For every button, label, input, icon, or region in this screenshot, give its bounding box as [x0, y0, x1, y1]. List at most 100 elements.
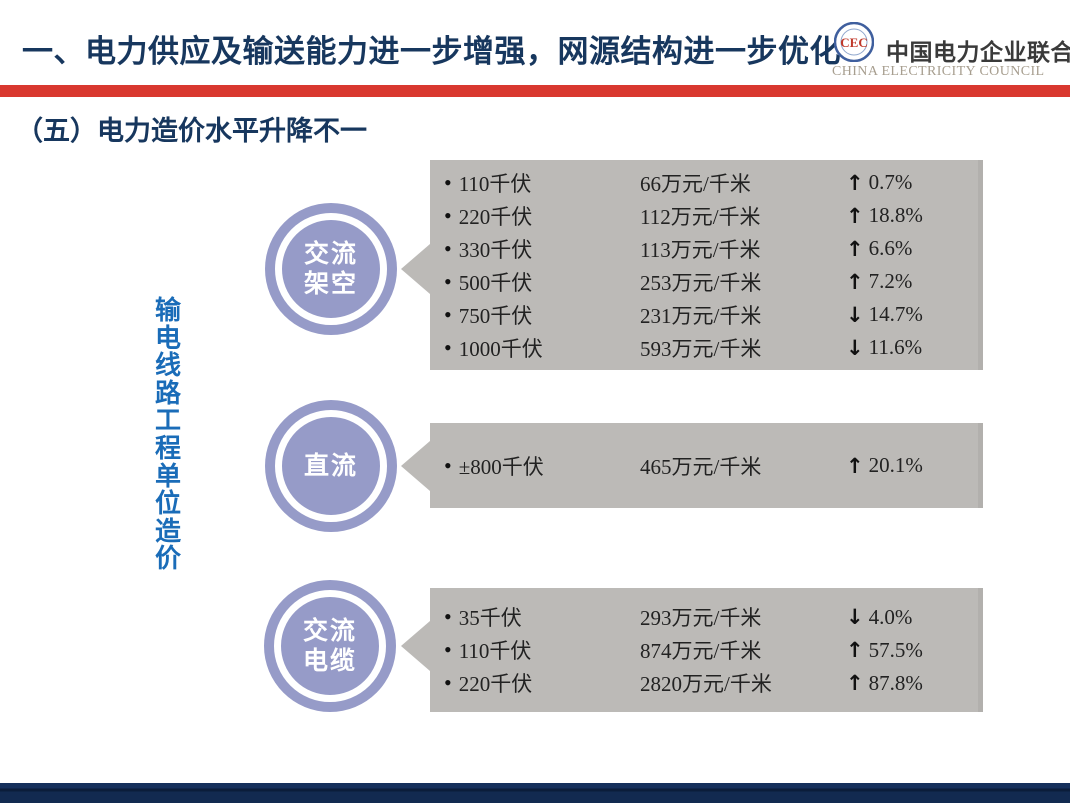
change-value: 7.2% [868, 269, 913, 293]
panel-pointer [401, 621, 430, 671]
table-row: • 1000千伏 593万元/千米 ↓ 11.6% [444, 331, 978, 364]
group-circle-label: 直流 [304, 451, 358, 481]
group-circle-inner: 直流 [275, 410, 387, 522]
voltage-cell: • 750千伏 [444, 300, 640, 330]
panel-rows: • 110千伏 66万元/千米 ↑ 0.7% • 220千伏 112万元/千米 ↑ 18.8% • 3… [430, 160, 978, 370]
change-value: 0.7% [868, 170, 913, 194]
change-cell: ↑ 57.5% [846, 638, 923, 663]
side-label-char: 路 [154, 377, 181, 408]
cost-value: 253万元/千米 [640, 270, 762, 295]
change-cell: ↑ 0.7% [846, 170, 912, 195]
footer-bar [0, 783, 1070, 803]
panel-pointer [401, 441, 430, 491]
change-cell: ↑ 6.6% [846, 236, 912, 261]
up-arrow-icon: ↑ [846, 203, 864, 228]
group-panel: • ±800千伏 465万元/千米 ↑ 20.1% [401, 423, 983, 508]
side-label-char: 位 [154, 488, 181, 519]
voltage-cell: • 220千伏 [444, 201, 640, 231]
voltage-cell: • 110千伏 [444, 168, 640, 198]
bullet-icon: • [444, 670, 452, 695]
group-circle: 直流 [265, 400, 397, 532]
circle-label-line: 交流 [303, 240, 358, 268]
cost-value: 293万元/千米 [640, 606, 762, 630]
bullet-icon: • [444, 604, 452, 629]
table-row: • 750千伏 231万元/千米 ↓ 14.7% [444, 298, 978, 331]
voltage-label: 110千伏 [458, 171, 532, 196]
cec-logo-badge-icon: CEC [834, 22, 874, 62]
bullet-icon: • [444, 334, 452, 360]
change-cell: ↓ 4.0% [846, 605, 912, 630]
side-label: 输电线路工程单位造价 [151, 295, 185, 574]
cost-value: 231万元/千米 [640, 303, 762, 328]
change-value: 4.0% [868, 604, 913, 629]
voltage-label: 220千伏 [458, 672, 533, 696]
panel-rows: • ±800千伏 465万元/千米 ↑ 20.1% [430, 423, 978, 508]
group-panel: • 110千伏 66万元/千米 ↑ 0.7% • 220千伏 112万元/千米 ↑ 18.8% • 3… [401, 160, 983, 370]
down-arrow-icon: ↓ [846, 335, 864, 360]
table-row: • 110千伏 66万元/千米 ↑ 0.7% [444, 166, 978, 199]
change-value: 6.6% [868, 236, 913, 260]
circle-label-line: 架空 [303, 270, 358, 298]
down-arrow-icon: ↓ [846, 605, 864, 629]
bullet-icon: • [444, 301, 452, 327]
up-arrow-icon: ↑ [846, 236, 864, 261]
cost-value: 112万元/千米 [640, 204, 761, 229]
table-row: • 220千伏 112万元/千米 ↑ 18.8% [444, 199, 978, 232]
panel-pointer [401, 244, 430, 294]
table-row: • 500千伏 253万元/千米 ↑ 7.2% [444, 265, 978, 298]
change-cell: ↑ 20.1% [846, 453, 923, 478]
circle-label-line: 直流 [303, 452, 358, 480]
change-value: 57.5% [868, 637, 923, 662]
bullet-icon: • [444, 268, 452, 294]
side-label-char: 输 [154, 295, 181, 325]
group-circle-inner: 交流 架空 [275, 213, 387, 325]
change-value: 11.6% [868, 335, 923, 359]
change-value: 20.1% [868, 453, 923, 477]
voltage-label: 500千伏 [458, 270, 533, 295]
up-arrow-icon: ↑ [846, 170, 864, 195]
table-row: • 220千伏 2820万元/千米 ↑ 87.8% [444, 667, 978, 700]
group-circle-label: 交流 架空 [304, 239, 358, 299]
header-red-divider [0, 85, 1070, 97]
voltage-cell: • 1000千伏 [444, 333, 640, 363]
side-label-char: 价 [154, 543, 181, 574]
group-circle: 交流 架空 [265, 203, 397, 335]
side-label-char: 造 [154, 515, 181, 546]
logo-name-en: CHINA ELECTRICITY COUNCIL [832, 64, 1045, 79]
down-arrow-icon: ↓ [846, 302, 864, 327]
side-label-char: 程 [154, 432, 181, 463]
side-label-char: 电 [154, 322, 181, 353]
cost-value: 874万元/千米 [640, 639, 762, 663]
bullet-icon: • [444, 452, 452, 478]
up-arrow-icon: ↑ [846, 269, 864, 294]
change-value: 14.7% [868, 302, 923, 326]
voltage-cell: • ±800千伏 [444, 451, 640, 481]
change-cell: ↑ 7.2% [846, 269, 912, 294]
voltage-label: 330千伏 [458, 237, 533, 262]
bullet-icon: • [444, 637, 452, 662]
voltage-cell: • 220千伏 [444, 668, 640, 698]
change-value: 87.8% [868, 670, 923, 695]
change-value: 18.8% [868, 203, 923, 227]
side-label-char: 工 [154, 405, 181, 436]
cost-value: 2820万元/千米 [640, 672, 772, 696]
logo-name-cn: 中国电力企业联合会 [886, 39, 1070, 65]
voltage-cell: • 500千伏 [444, 267, 640, 297]
cost-value: 66万元/千米 [640, 171, 751, 196]
voltage-label: ±800千伏 [458, 454, 544, 479]
side-label-char: 线 [154, 350, 181, 381]
table-row: • 330千伏 113万元/千米 ↑ 6.6% [444, 232, 978, 265]
circle-label-line: 交流 [302, 617, 357, 645]
section-subtitle: （五）电力造价水平升降不一 [16, 116, 367, 146]
voltage-cell: • 35千伏 [444, 602, 640, 632]
voltage-label: 220千伏 [458, 204, 533, 229]
up-arrow-icon: ↑ [846, 453, 864, 478]
group-circle: 交流 电缆 [264, 580, 396, 712]
page-title: 一、电力供应及输送能力进一步增强，网源结构进一步优化 [22, 34, 841, 69]
cost-value: 113万元/千米 [640, 237, 761, 262]
panel-rows: • 35千伏 293万元/千米 ↓ 4.0% • 110千伏 874万元/千米 ↑ 57.5% • 2… [430, 588, 978, 712]
change-cell: ↓ 14.7% [846, 302, 923, 327]
cost-value: 465万元/千米 [640, 454, 762, 479]
group-circle-inner: 交流 电缆 [274, 590, 386, 702]
